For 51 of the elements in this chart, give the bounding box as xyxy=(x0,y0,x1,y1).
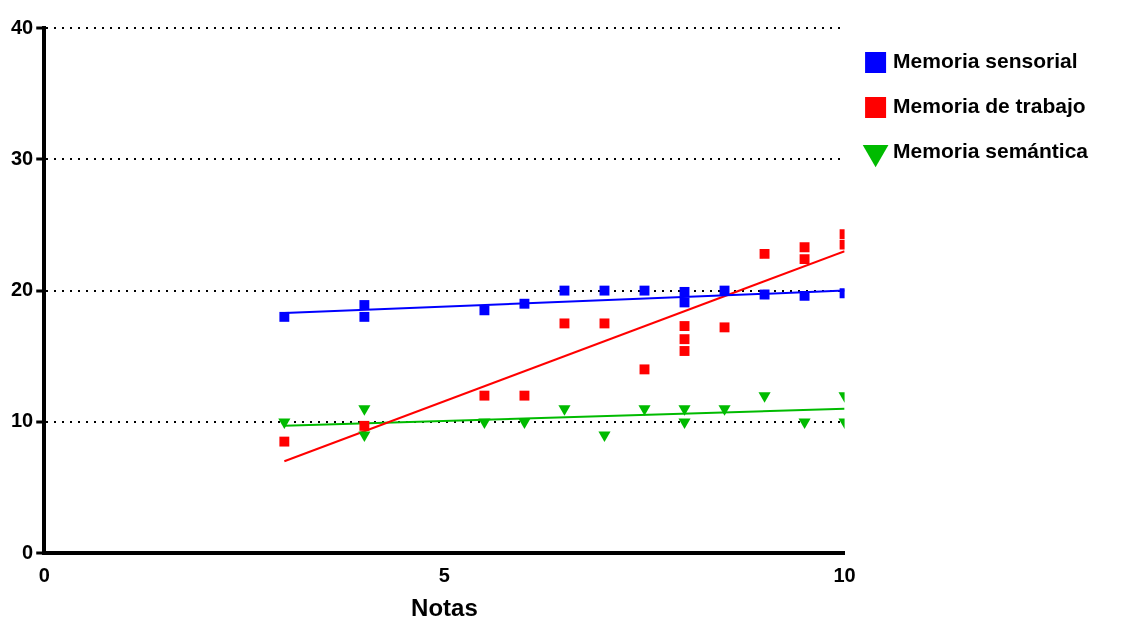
y-tick-label: 40 xyxy=(11,15,34,38)
point xyxy=(359,300,370,310)
point xyxy=(719,285,730,296)
point xyxy=(799,290,810,301)
point xyxy=(718,405,731,416)
point xyxy=(679,334,690,345)
point xyxy=(278,418,291,429)
x-tick-label: 0 xyxy=(38,563,50,586)
point xyxy=(638,405,651,416)
point xyxy=(518,418,531,429)
point xyxy=(358,431,371,443)
point xyxy=(358,405,371,416)
point xyxy=(479,305,490,316)
point xyxy=(678,418,691,429)
y-tick-label: 10 xyxy=(11,409,34,432)
legend-label: Memoria sensorial xyxy=(893,49,1078,73)
point xyxy=(279,311,290,322)
point xyxy=(759,248,770,259)
point xyxy=(559,318,570,329)
x-tick-label: 5 xyxy=(438,563,450,586)
point xyxy=(678,405,691,416)
point xyxy=(639,285,650,296)
point xyxy=(798,418,811,429)
point xyxy=(478,418,491,429)
point xyxy=(559,285,570,296)
point xyxy=(519,298,530,309)
x-tick-label: 10 xyxy=(833,563,856,586)
point xyxy=(679,321,690,331)
legend-label: Memoria semántica xyxy=(893,139,1089,163)
point xyxy=(359,311,370,322)
point xyxy=(759,289,770,300)
point xyxy=(719,322,730,333)
point xyxy=(758,392,771,403)
point xyxy=(679,297,690,308)
point xyxy=(679,346,690,356)
y-tick-label: 0 xyxy=(22,540,34,563)
x-axis-title: Notas xyxy=(411,594,478,622)
point xyxy=(799,254,810,265)
point xyxy=(359,420,370,431)
point xyxy=(679,286,690,297)
point xyxy=(558,405,571,416)
point xyxy=(639,364,650,375)
point xyxy=(799,242,810,253)
point xyxy=(279,436,290,447)
y-tick-label: 30 xyxy=(11,146,34,169)
legend-label: Memoria de trabajo xyxy=(893,94,1086,118)
point xyxy=(479,390,490,401)
y-tick-label: 20 xyxy=(11,278,34,301)
point xyxy=(519,390,530,401)
point xyxy=(599,285,610,296)
point xyxy=(599,318,610,329)
